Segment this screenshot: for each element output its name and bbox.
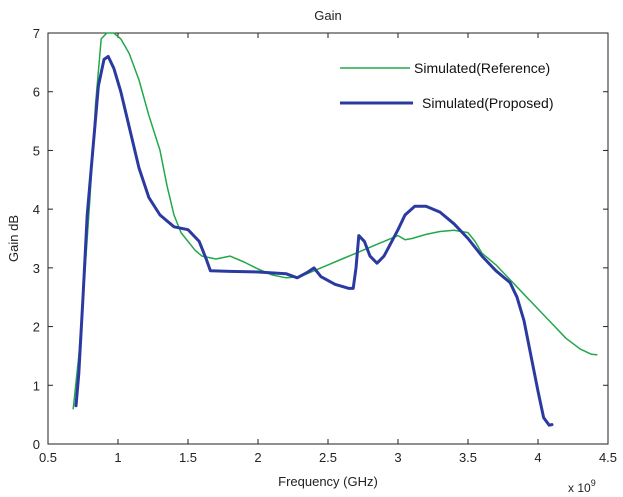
series-layer	[72, 32, 598, 427]
x-tick-label: 3	[394, 450, 401, 465]
series-line-2	[74, 55, 554, 427]
legend: Simulated(Reference) Simulated(Proposed)	[340, 60, 554, 111]
x-tick-label: 4.5	[599, 450, 617, 465]
x-axis-label: Frequency (GHz)	[278, 474, 378, 489]
y-tick-label: 1	[33, 378, 40, 393]
x-tick-label: 4	[534, 450, 541, 465]
legend-label-2: Simulated(Proposed)	[422, 95, 554, 111]
x-tick-label: 1.5	[179, 450, 197, 465]
x-tick-label: 2	[254, 450, 261, 465]
y-tick-label: 5	[33, 143, 40, 158]
x-tick-label: 0.5	[39, 450, 57, 465]
x-multiplier-base: x 10	[568, 481, 591, 495]
y-tick-label: 4	[33, 202, 40, 217]
x-tick-label: 1	[114, 450, 121, 465]
y-tick-label: 7	[33, 26, 40, 41]
chart-title: Gain	[314, 8, 341, 23]
axis-ticks: 0.5 1 1.5 2 2.5 3 3.5 4 4.5 0 1 2 3 4 5 6 7	[33, 26, 617, 465]
y-tick-label: 2	[33, 320, 40, 335]
x-tick-label: 2.5	[319, 450, 337, 465]
y-tick-label: 0	[33, 437, 40, 452]
legend-label-1: Simulated(Reference)	[414, 60, 550, 76]
plot-area	[47, 32, 609, 445]
x-axis-multiplier: x 109	[568, 478, 596, 495]
y-tick-label: 6	[33, 85, 40, 100]
x-multiplier-exponent: 9	[591, 478, 596, 488]
y-tick-label: 3	[33, 261, 40, 276]
x-tick-label: 3.5	[459, 450, 477, 465]
y-axis-label: Gain dB	[6, 215, 21, 262]
